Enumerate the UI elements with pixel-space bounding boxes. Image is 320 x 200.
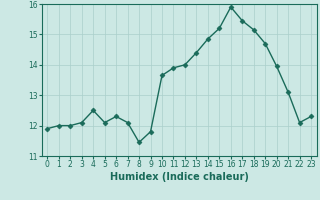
X-axis label: Humidex (Indice chaleur): Humidex (Indice chaleur) [110, 172, 249, 182]
